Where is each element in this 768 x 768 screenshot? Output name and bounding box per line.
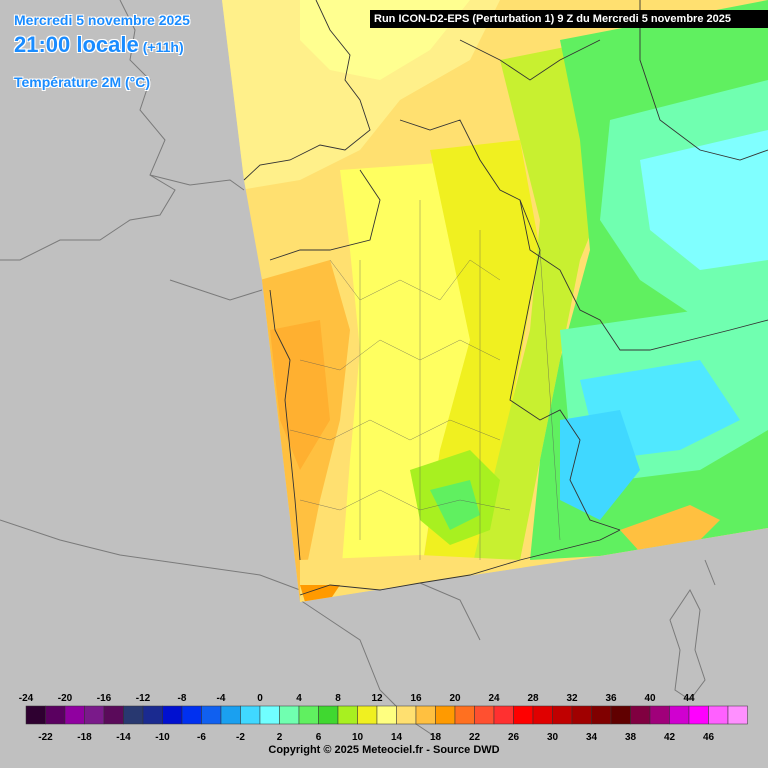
local-time: 21:00 locale xyxy=(14,32,139,57)
legend-swatch xyxy=(64,705,85,725)
legend-swatch xyxy=(103,705,124,725)
forecast-date: Mercredi 5 novembre 2025 xyxy=(14,12,190,28)
legend-label-top: -4 xyxy=(217,693,226,704)
legend-swatch xyxy=(435,705,456,725)
legend-swatch xyxy=(669,705,690,725)
legend-label-top: -16 xyxy=(97,693,112,704)
legend-swatch xyxy=(279,705,300,725)
legend-swatch xyxy=(45,705,66,725)
legend-swatch xyxy=(25,705,46,725)
legend-label-top: 24 xyxy=(488,693,500,704)
legend-swatch xyxy=(142,705,163,725)
legend-label-bottom: 18 xyxy=(430,732,442,743)
legend-label-top: 16 xyxy=(410,693,422,704)
legend-swatch xyxy=(376,705,397,725)
outer-coastlines xyxy=(0,0,716,741)
legend-label-bottom: 34 xyxy=(586,732,598,743)
temperature-field xyxy=(222,0,768,602)
legend-label-bottom: -22 xyxy=(38,732,53,743)
legend-swatch xyxy=(220,705,241,725)
legend-label-top: -8 xyxy=(178,693,187,704)
legend-label-bottom: 46 xyxy=(703,732,715,743)
legend-swatch xyxy=(318,705,339,725)
region-borders xyxy=(289,200,561,560)
borders xyxy=(243,0,768,596)
forecast-time: 21:00 locale (+11h) xyxy=(14,32,184,58)
legend-swatch xyxy=(552,705,573,725)
legend-swatch xyxy=(610,705,631,725)
run-banner: Run ICON-D2-EPS (Perturbation 1) 9 Z du … xyxy=(370,10,768,28)
legend-swatch xyxy=(591,705,612,725)
legend-label-top: 36 xyxy=(605,693,617,704)
legend-label-bottom: -6 xyxy=(197,732,206,743)
legend-label-bottom: -2 xyxy=(236,732,245,743)
legend-label-top: 8 xyxy=(335,693,341,704)
legend-label-bottom: 30 xyxy=(547,732,559,743)
legend-label-bottom: 6 xyxy=(316,732,322,743)
legend-swatch xyxy=(688,705,709,725)
legend-swatch xyxy=(474,705,495,725)
legend-label-top: 28 xyxy=(527,693,539,704)
legend-label-bottom: -14 xyxy=(116,732,131,743)
legend-swatch xyxy=(181,705,202,725)
legend-label-top: 32 xyxy=(566,693,578,704)
legend-label-bottom: 38 xyxy=(625,732,637,743)
legend-label-top: 20 xyxy=(449,693,461,704)
legend-swatch xyxy=(708,705,729,725)
legend-label-bottom: 26 xyxy=(508,732,520,743)
legend-swatch xyxy=(357,705,378,725)
legend-swatch xyxy=(201,705,222,725)
legend-swatch xyxy=(162,705,183,725)
legend-swatch xyxy=(454,705,475,725)
legend-label-bottom: -10 xyxy=(155,732,170,743)
legend-label-top: 40 xyxy=(644,693,656,704)
legend-swatch xyxy=(259,705,280,725)
legend-label-bottom: 2 xyxy=(277,732,283,743)
legend-label-top: 44 xyxy=(683,693,695,704)
legend-label-bottom: -18 xyxy=(77,732,92,743)
legend-label-bottom: 14 xyxy=(391,732,403,743)
lead-time: (+11h) xyxy=(142,39,184,55)
legend-label-top: -24 xyxy=(19,693,34,704)
legend-label-top: 12 xyxy=(371,693,383,704)
legend-swatch xyxy=(123,705,144,725)
legend-label-bottom: 10 xyxy=(352,732,364,743)
legend-swatch xyxy=(513,705,534,725)
legend-swatch xyxy=(337,705,358,725)
legend-label-top: -12 xyxy=(136,693,151,704)
color-legend: -24 -20 -16 -12 -8 -4 0 4 8 12 16 20 24 28 32 36 40 44 -2… xyxy=(19,693,748,743)
legend-label-bottom: 42 xyxy=(664,732,676,743)
legend-swatch xyxy=(84,705,105,725)
legend-swatch xyxy=(532,705,553,725)
legend-swatch xyxy=(727,705,748,725)
legend-label-top: -20 xyxy=(58,693,73,704)
legend-swatch xyxy=(240,705,261,725)
legend-swatch xyxy=(493,705,514,725)
legend-label-top: 4 xyxy=(296,693,302,704)
parameter-label: Température 2M (°C) xyxy=(14,74,151,90)
legend-swatch xyxy=(298,705,319,725)
legend-swatch xyxy=(649,705,670,725)
legend-label-top: 0 xyxy=(257,693,263,704)
copyright: Copyright © 2025 Meteociel.fr - Source D… xyxy=(268,744,500,756)
legend-label-bottom: 22 xyxy=(469,732,481,743)
legend-swatch xyxy=(415,705,436,725)
legend-swatch xyxy=(396,705,417,725)
legend-swatch xyxy=(630,705,651,725)
legend-swatch xyxy=(571,705,592,725)
